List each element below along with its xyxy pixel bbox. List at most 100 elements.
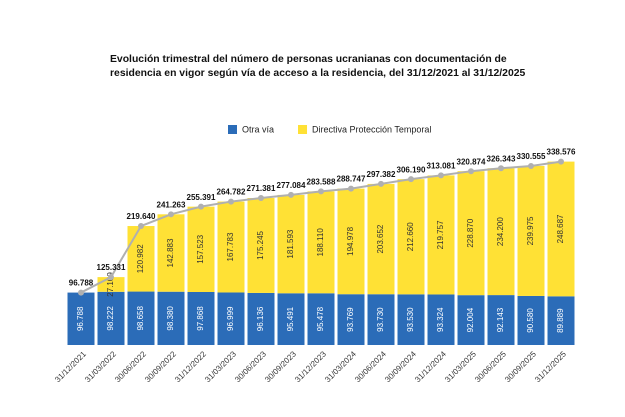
bar-segment (427, 294, 455, 345)
value-label: 96.788 (76, 306, 85, 331)
legend-label: Otra vía (242, 124, 274, 134)
legend-label: Directiva Protección Temporal (312, 124, 431, 134)
bar-segment (187, 291, 215, 345)
bar-segment (517, 165, 545, 296)
total-marker (558, 158, 564, 165)
value-label: 212.660 (406, 222, 415, 251)
bar-segment (307, 191, 335, 294)
total-label: 271.381 (247, 184, 276, 193)
bar-segment (397, 179, 425, 295)
total-marker (318, 188, 324, 195)
total-label: 125.331 (97, 263, 126, 272)
bar-segment (277, 194, 305, 294)
total-marker (258, 195, 264, 202)
total-label: 219.640 (127, 212, 156, 221)
bar-segment (397, 294, 425, 345)
bar-segment (277, 293, 305, 345)
value-label: 219.757 (436, 220, 445, 249)
bar-segment (337, 188, 365, 295)
value-label: 93.324 (436, 307, 445, 332)
value-label: 181.593 (286, 229, 295, 258)
value-label: 93.730 (376, 307, 385, 332)
total-marker (498, 165, 504, 172)
total-label: 264.782 (217, 188, 246, 197)
bar-segment (457, 295, 485, 345)
bar-segment (97, 291, 125, 345)
total-marker (228, 198, 234, 205)
total-label: 313.081 (427, 162, 456, 171)
bar-segment (247, 198, 275, 293)
bar-segment (427, 175, 455, 295)
total-marker (528, 162, 534, 169)
total-label: 277.084 (277, 181, 306, 190)
total-marker (108, 274, 114, 281)
value-label: 203.652 (376, 224, 385, 253)
total-label: 283.588 (307, 177, 336, 186)
bar-segment (367, 183, 395, 295)
value-label: 98.222 (106, 306, 115, 331)
bar-segment (547, 161, 575, 297)
bar-segment (217, 201, 245, 293)
value-label: 98.658 (136, 305, 145, 330)
value-label: 95.491 (286, 306, 295, 331)
chart-title: Evolución trimestral del número de perso… (110, 54, 526, 79)
bar-segment (157, 291, 185, 345)
value-label: 95.478 (316, 306, 325, 331)
legend-swatch (298, 125, 308, 134)
total-marker (78, 289, 84, 296)
total-marker (378, 180, 384, 187)
value-label: 188.110 (316, 228, 325, 257)
value-label: 90.580 (526, 308, 535, 333)
total-marker (348, 185, 354, 192)
bar-segment (487, 168, 515, 296)
bar-segment (67, 292, 95, 345)
bar-segment (217, 292, 245, 345)
total-marker (438, 172, 444, 179)
bar-segment (157, 214, 185, 292)
bar-segment (307, 293, 335, 345)
value-label: 93.769 (346, 307, 355, 332)
value-label: 120.982 (136, 244, 145, 273)
value-label: 93.530 (406, 307, 415, 332)
value-label: 175.245 (256, 230, 265, 259)
total-marker (168, 211, 174, 218)
bar-segment (457, 171, 485, 296)
total-label: 330.555 (517, 152, 546, 161)
total-label: 320.874 (457, 157, 486, 166)
total-label: 255.391 (187, 193, 216, 202)
value-label: 248.687 (556, 214, 565, 243)
legend-swatch (228, 125, 237, 134)
total-marker (408, 176, 414, 183)
value-label: 89.889 (556, 308, 565, 333)
bar-segment (247, 292, 275, 345)
value-label: 92.004 (466, 307, 475, 332)
bar-segment (547, 296, 575, 345)
value-label: 194.978 (346, 226, 355, 255)
total-marker (468, 168, 474, 175)
value-label: 92.143 (496, 307, 505, 332)
total-marker (138, 223, 144, 230)
value-label: 157.523 (196, 234, 205, 263)
total-label: 241.263 (157, 200, 186, 209)
bar-segment (517, 295, 545, 345)
value-label: 228.870 (466, 218, 475, 247)
total-label: 288.747 (337, 175, 366, 184)
total-label: 326.343 (487, 154, 516, 163)
bar-segment (367, 294, 395, 345)
bar-segment (337, 294, 365, 345)
value-label: 96.999 (226, 306, 235, 331)
total-label: 96.788 (69, 279, 94, 288)
total-marker (198, 203, 204, 210)
total-marker (288, 191, 294, 198)
x-tick-label: 31/12/2025 (533, 349, 568, 384)
bar-segment (487, 295, 515, 345)
total-label: 306.190 (397, 165, 426, 174)
value-label: 97.868 (196, 306, 205, 331)
value-label: 27.109 (106, 272, 115, 297)
value-label: 98.380 (166, 306, 175, 331)
bar-segment (127, 291, 155, 345)
value-label: 167.783 (226, 232, 235, 261)
bar-segment (187, 206, 215, 292)
